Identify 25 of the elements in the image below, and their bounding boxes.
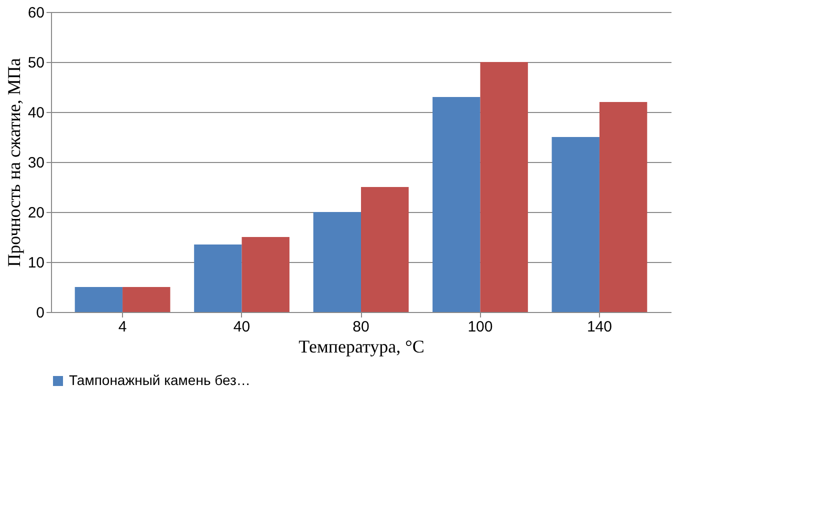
x-tick-label: 40 <box>233 318 250 336</box>
bar <box>552 137 600 312</box>
y-tick-label: 20 <box>28 204 44 222</box>
y-tick-label: 30 <box>28 154 44 172</box>
x-axis-title: Температура, °C <box>298 336 424 356</box>
x-tick-label: 4 <box>118 318 127 336</box>
x-tick-label: 80 <box>352 318 370 336</box>
bar <box>194 244 242 312</box>
y-tick-label: 50 <box>28 54 44 72</box>
bar <box>313 212 361 312</box>
bar <box>242 237 290 312</box>
y-tick-label: 40 <box>28 104 44 122</box>
bar <box>122 287 170 312</box>
y-tick-label: 0 <box>36 304 44 322</box>
bar <box>599 102 648 312</box>
y-axis-title: Прочность на сжатие, МПа <box>4 58 24 267</box>
bar <box>432 97 480 312</box>
y-tick-label: 10 <box>28 254 44 272</box>
y-tick-label: 60 <box>28 4 44 22</box>
bar <box>480 62 528 312</box>
x-tick-label: 100 <box>468 318 493 336</box>
legend-label: Тампонажный камень без… <box>69 372 250 388</box>
x-tick-label: 140 <box>586 318 612 336</box>
bar <box>361 187 409 312</box>
bar <box>74 287 123 312</box>
